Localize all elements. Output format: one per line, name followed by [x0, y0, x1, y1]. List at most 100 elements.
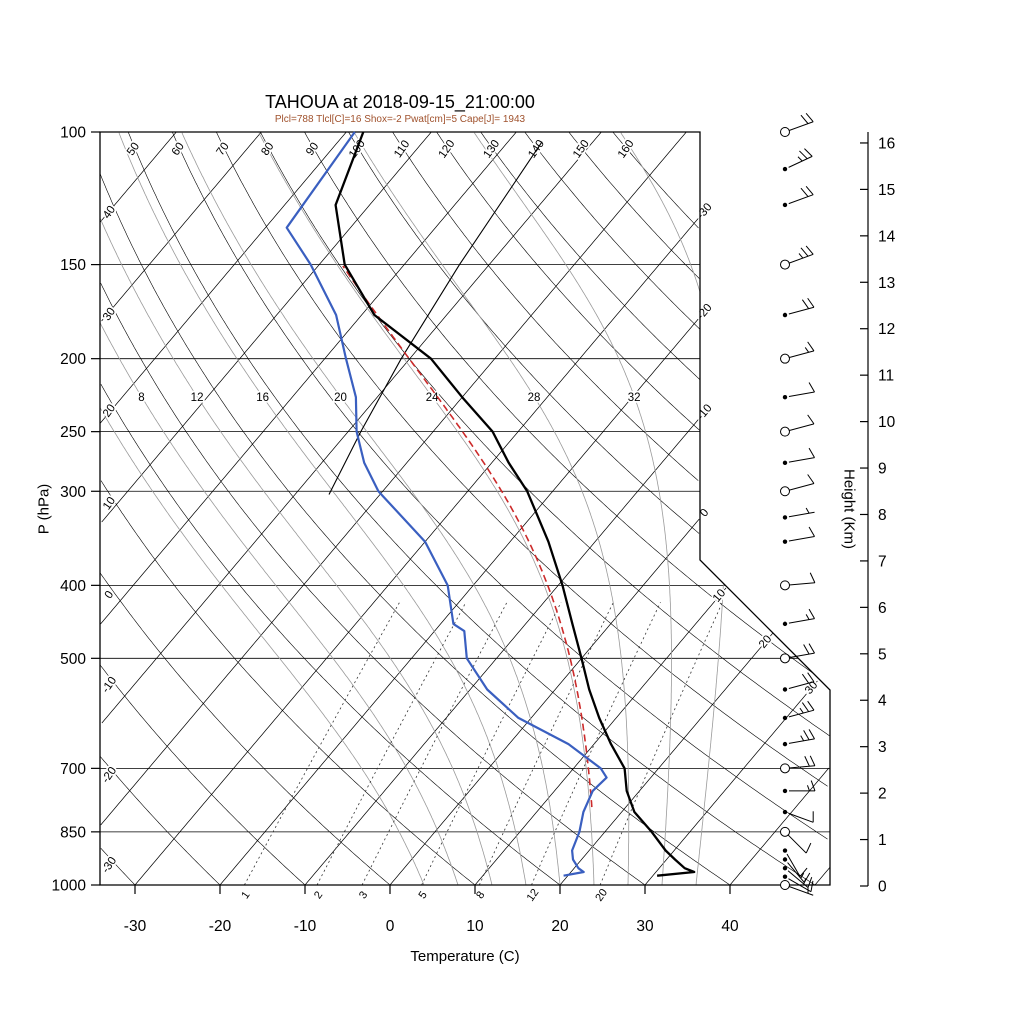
- chart-title: TAHOUA at 2018-09-15_21:00:00: [265, 92, 535, 112]
- wind-barb: [780, 474, 815, 497]
- station-circle: [780, 259, 790, 270]
- barb-full: [807, 700, 815, 711]
- wind-barb: [782, 780, 816, 794]
- border-outline: [99, 131, 831, 886]
- barb-half: [805, 614, 810, 620]
- dry-adiabat-line: [568, 131, 700, 279]
- temperature-axis-title: Temperature (C): [410, 948, 520, 965]
- barb-staff: [788, 391, 815, 397]
- height-tick-label: 4: [878, 693, 887, 710]
- station-circle: [780, 580, 790, 591]
- wind-barb: [780, 112, 814, 137]
- barb-half: [805, 507, 810, 514]
- dry-adiabat-line: [304, 131, 814, 674]
- dry-adiabat-top-label: 80: [259, 141, 276, 158]
- station-dot: [782, 809, 788, 815]
- mixing-ratio-label: 5: [416, 889, 429, 901]
- station-dot: [782, 848, 788, 853]
- moist-adiabat-line: [354, 132, 630, 885]
- barb-half: [803, 878, 807, 885]
- mixing-ratio-line: [599, 602, 723, 886]
- mixing-ratio-line: [244, 602, 400, 886]
- station-dot: [782, 866, 788, 871]
- moist-adiabat-line: [620, 132, 701, 294]
- barb-staff: [788, 511, 815, 518]
- barb-full: [805, 112, 814, 123]
- height-tick-label: 6: [878, 600, 887, 617]
- barb-staff: [788, 885, 814, 896]
- dry-adiabat-line: [127, 131, 816, 886]
- dry-adiabat-left-label: 10: [101, 495, 118, 512]
- moist-adiabat-lines: [99, 132, 724, 886]
- height-tick-label: 2: [878, 786, 887, 803]
- barb-full: [803, 730, 810, 741]
- height-tick-label: 13: [878, 275, 895, 292]
- mixing-ratio-label: 20: [593, 887, 610, 904]
- barb-full: [808, 382, 815, 393]
- barb-full: [799, 150, 808, 160]
- isotherm-line: [101, 131, 432, 523]
- pressure-tick-label: 300: [60, 484, 86, 501]
- parcel-curve: [342, 265, 593, 808]
- pressure-axis: 100 150 200 250 300 400 500 700 850 1000: [52, 125, 100, 895]
- barb-full: [807, 414, 815, 425]
- wind-barb: [780, 755, 816, 774]
- barb-full: [800, 187, 809, 197]
- station-circle: [780, 426, 790, 437]
- barb-staff: [788, 878, 812, 893]
- background-labels: 50 60 70 80 90 100 110 120 130 140 150 160403020100…: [98, 136, 822, 905]
- pressure-tick-label: 500: [60, 651, 86, 668]
- pressure-tick-label: 200: [60, 351, 86, 368]
- height-tick-label: 1: [878, 832, 887, 849]
- wind-barb: [782, 848, 808, 877]
- station-dot: [782, 202, 788, 208]
- dry-adiabat-lines: [99, 131, 830, 886]
- station-dot: [782, 874, 788, 879]
- isotherm-line: [304, 416, 701, 886]
- barb-full: [801, 673, 810, 684]
- barb-half: [800, 735, 805, 742]
- barb-full: [805, 185, 814, 196]
- barb-full: [807, 297, 815, 308]
- wind-barb: [780, 341, 815, 364]
- dry-adiabat-left-label: -10: [100, 675, 119, 696]
- isotherm-line: [100, 131, 687, 826]
- isotherm-line: [644, 680, 818, 886]
- barb-staff: [786, 853, 801, 877]
- wind-barb: [782, 148, 813, 172]
- moist-adiabat-line: [99, 322, 459, 886]
- station-dot: [782, 539, 788, 544]
- mixing-ratio-label: 2: [312, 889, 325, 901]
- wind-barb: [782, 608, 815, 627]
- wind-barb: [780, 880, 814, 896]
- temperature-curve: [334, 131, 696, 877]
- temperature-tick-label: 10: [466, 918, 484, 935]
- dry-adiabat-top-label: 160: [616, 138, 637, 161]
- barb-staff: [788, 738, 815, 744]
- station-dot: [782, 741, 788, 747]
- height-tick-label: 12: [878, 321, 895, 338]
- wind-barb: [782, 507, 815, 520]
- dry-adiabat-left-label: 0: [103, 589, 117, 601]
- moist-adiabat-line: [181, 132, 561, 886]
- barb-staff: [788, 194, 814, 205]
- temperature-tick-label: -30: [124, 918, 147, 935]
- height-tick-label: 15: [878, 182, 895, 199]
- isotherm-right-label: 10: [711, 587, 728, 605]
- barb-staff: [788, 812, 814, 823]
- wind-barb: [782, 382, 815, 400]
- moist-adiabat-label: 32: [628, 392, 641, 404]
- station-dot: [782, 788, 788, 794]
- barb-full: [807, 672, 815, 683]
- station-dot: [782, 621, 788, 627]
- barb-staff: [788, 457, 815, 463]
- dry-adiabat-line: [260, 131, 830, 736]
- temperature-tick-label: 30: [636, 918, 654, 935]
- isotherm-line: [474, 587, 727, 886]
- temperature-tick-label: 0: [386, 918, 395, 935]
- wind-barb: [780, 245, 814, 270]
- barb-full: [805, 842, 812, 854]
- height-tick-label: 3: [878, 739, 887, 756]
- dry-adiabat-line: [99, 172, 731, 886]
